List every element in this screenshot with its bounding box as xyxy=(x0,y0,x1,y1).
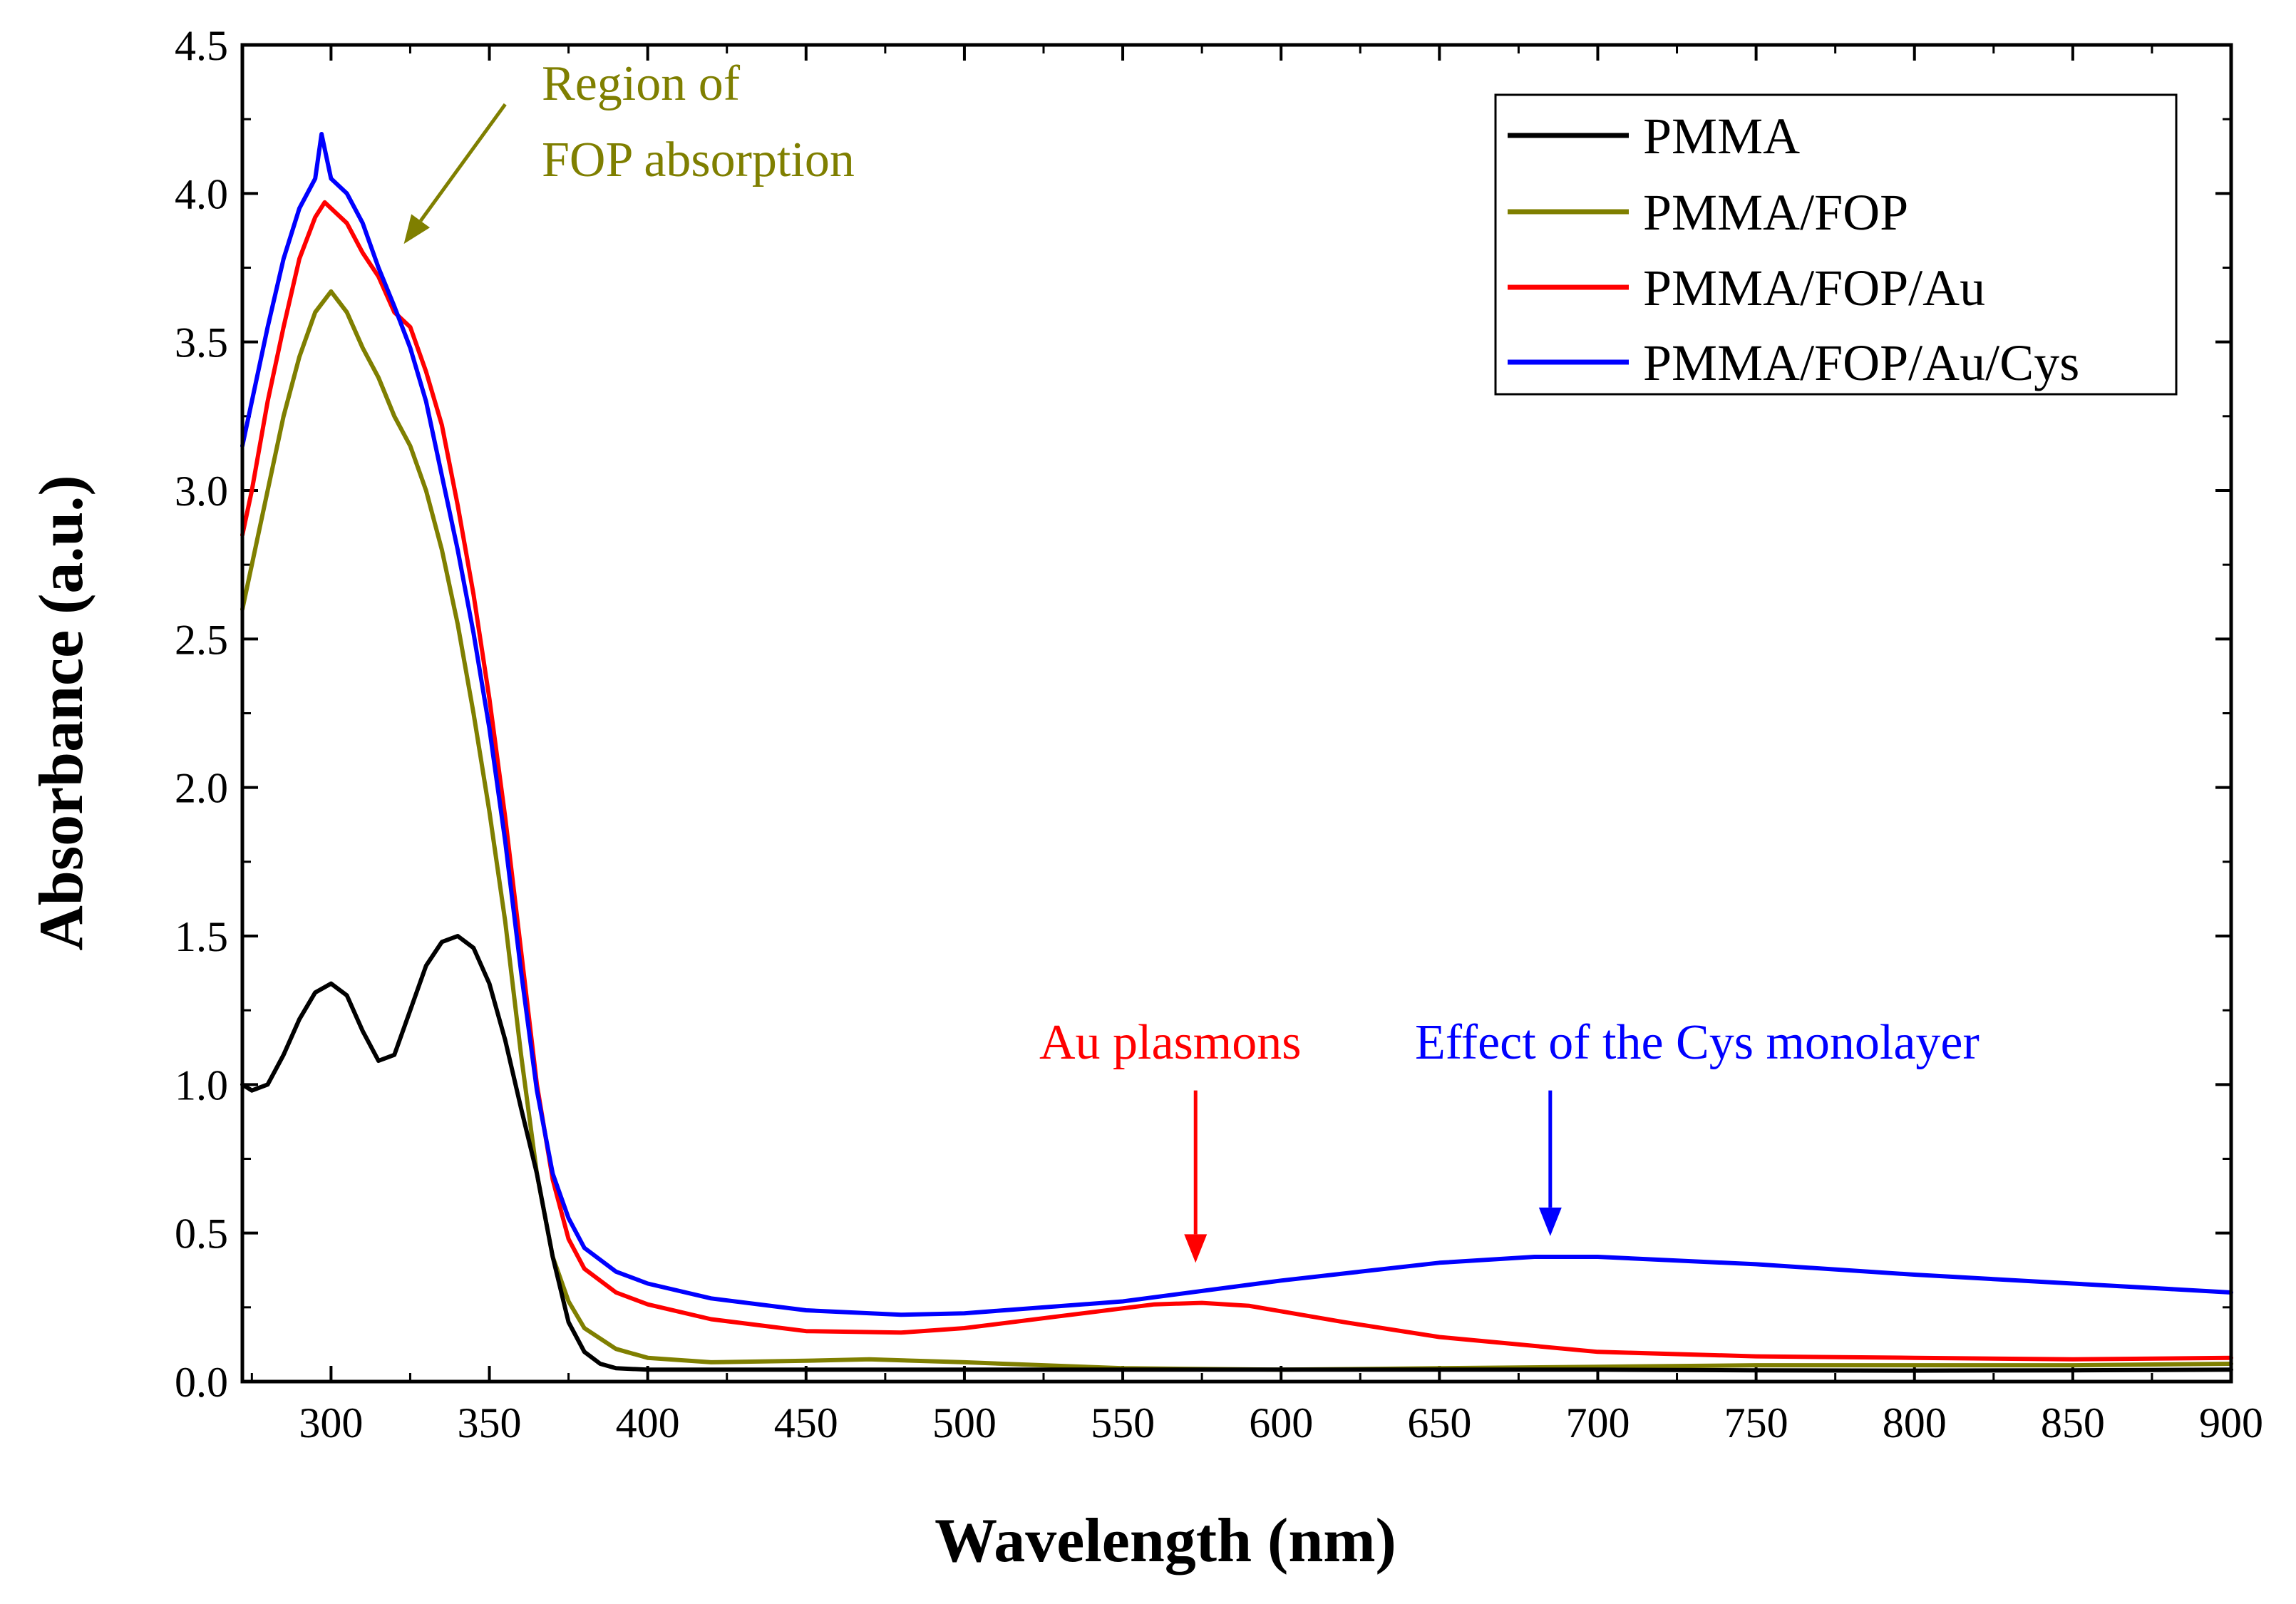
legend-label-pmma-fop: PMMA/FOP xyxy=(1643,184,1908,241)
x-tick-label-500: 500 xyxy=(932,1399,997,1446)
y-tick-label-4.5: 4.5 xyxy=(175,22,228,69)
x-tick-label-300: 300 xyxy=(299,1399,363,1446)
legend-box xyxy=(1494,93,2178,396)
y-tick-label-0.5: 0.5 xyxy=(175,1210,228,1258)
annotation-group xyxy=(403,103,1562,1263)
x-tick-label-850: 850 xyxy=(2041,1399,2105,1446)
y-tick-label-2: 2.0 xyxy=(175,765,228,812)
x-tick-label-750: 750 xyxy=(1724,1399,1788,1446)
annotation-fop-line-2: FOP absorption xyxy=(542,133,855,187)
y-axis-title: Absorbance (a.u.) xyxy=(27,475,96,950)
legend: PMMA PMMA/FOP PMMA/FOP/Au PMMA/FOP/Au/Cy… xyxy=(1494,93,2178,396)
x-tick-label-600: 600 xyxy=(1249,1399,1313,1446)
x-tick-label-350: 350 xyxy=(458,1399,522,1446)
y-tick-label-2.5: 2.5 xyxy=(175,616,228,663)
y-tick-label-0: 0.0 xyxy=(175,1359,228,1406)
y-tick-label-1.5: 1.5 xyxy=(175,913,228,960)
arrow-au-plasmons xyxy=(1184,1090,1208,1263)
arrow-fop-absorption xyxy=(403,103,507,245)
legend-label-pmma-fop-au-cys: PMMA/FOP/Au/Cys xyxy=(1643,334,2079,391)
series-group xyxy=(240,132,2233,1373)
series-line-pmma xyxy=(240,934,2233,1373)
legend-label-pmma-fop-au: PMMA/FOP/Au xyxy=(1643,259,1985,317)
x-tick-label-650: 650 xyxy=(1407,1399,1471,1446)
annotation-cys-monolayer: Effect of the Cys monolayer xyxy=(1415,1015,1980,1070)
plot-frame xyxy=(240,43,2233,1384)
arrow-cys-monolayer xyxy=(1538,1090,1562,1236)
x-tick-label-800: 800 xyxy=(1883,1399,1947,1446)
annotation-fop-line-1: Region of xyxy=(542,56,741,111)
x-tick-label-450: 450 xyxy=(774,1399,838,1446)
x-tick-label-700: 700 xyxy=(1565,1399,1630,1446)
y-tick-label-1: 1.0 xyxy=(175,1061,228,1109)
x-axis-title: Wavelength (nm) xyxy=(935,1506,1396,1575)
x-tick-label-400: 400 xyxy=(616,1399,680,1446)
y-tick-label-3.5: 3.5 xyxy=(175,319,228,366)
x-tick-label-900: 900 xyxy=(2199,1399,2263,1446)
annotation-au-plasmons: Au plasmons xyxy=(1039,1015,1302,1070)
series-line-pmma-fop xyxy=(240,289,2233,1372)
y-tick-label-3: 3.0 xyxy=(175,468,228,515)
legend-label-pmma: PMMA xyxy=(1643,108,1800,165)
x-tick-label-550: 550 xyxy=(1091,1399,1155,1446)
series-line-pmma-fop-au-cys xyxy=(240,132,2233,1317)
y-tick-label-4: 4.0 xyxy=(175,170,228,217)
